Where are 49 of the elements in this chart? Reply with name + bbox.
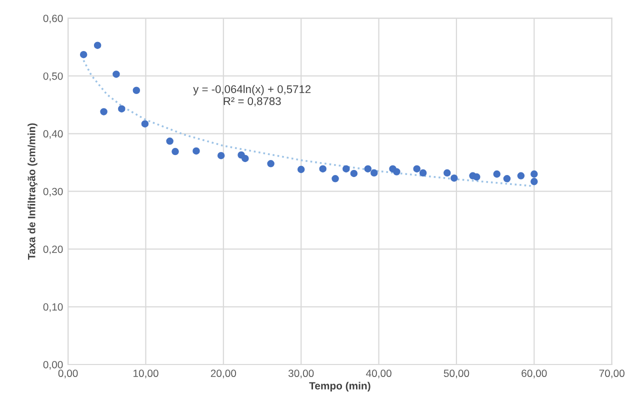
x-tick-label: 40,00 <box>366 370 392 378</box>
point <box>332 175 339 182</box>
x-tick-label: 50,00 <box>444 370 470 378</box>
x-tick-label: 30,00 <box>288 370 314 378</box>
point <box>350 170 358 178</box>
point <box>319 165 326 172</box>
y-tick-label: 0,30 <box>43 188 63 196</box>
y-tick-label: 0,00 <box>43 361 63 370</box>
x-axis-title: Tempo (min) <box>309 382 370 392</box>
point <box>100 108 108 116</box>
y-tick-label: 0,50 <box>43 72 63 82</box>
point <box>473 173 480 181</box>
point <box>450 174 458 182</box>
x-tick-label: 70,00 <box>599 370 624 378</box>
point <box>297 166 305 174</box>
annotation: y = -0,064ln(x) + 0,5712 R² = 0,8783 <box>193 84 311 106</box>
point <box>530 170 538 178</box>
point <box>419 169 427 177</box>
point <box>444 169 451 177</box>
point <box>192 147 200 155</box>
point <box>267 160 274 168</box>
y-tick-label: 0,10 <box>43 303 63 312</box>
x-tick-label: 60,00 <box>522 370 547 378</box>
x-tick-label: 20,00 <box>210 370 236 378</box>
point <box>172 148 179 156</box>
point <box>94 42 102 49</box>
point <box>217 152 225 160</box>
y-tick-label: 0,40 <box>43 130 63 139</box>
point <box>112 70 120 78</box>
point <box>80 50 88 58</box>
y-axis-title: Taxa de Infiltração (cm/min) <box>28 123 38 260</box>
point <box>242 154 249 162</box>
point <box>141 120 149 128</box>
point <box>342 165 350 172</box>
point <box>370 169 378 177</box>
point <box>118 105 126 112</box>
point <box>393 168 400 176</box>
y-tick-label: 0,60 <box>43 14 63 24</box>
point <box>493 170 500 178</box>
point <box>166 138 174 145</box>
point <box>503 175 511 182</box>
x-tick-label: 0,00 <box>58 370 78 378</box>
point <box>364 165 372 172</box>
point <box>413 165 420 172</box>
x-tick-label: 10,00 <box>133 370 158 378</box>
point <box>132 86 140 94</box>
point <box>530 178 538 186</box>
y-tick-label: 0,20 <box>43 246 63 254</box>
point <box>517 172 525 180</box>
